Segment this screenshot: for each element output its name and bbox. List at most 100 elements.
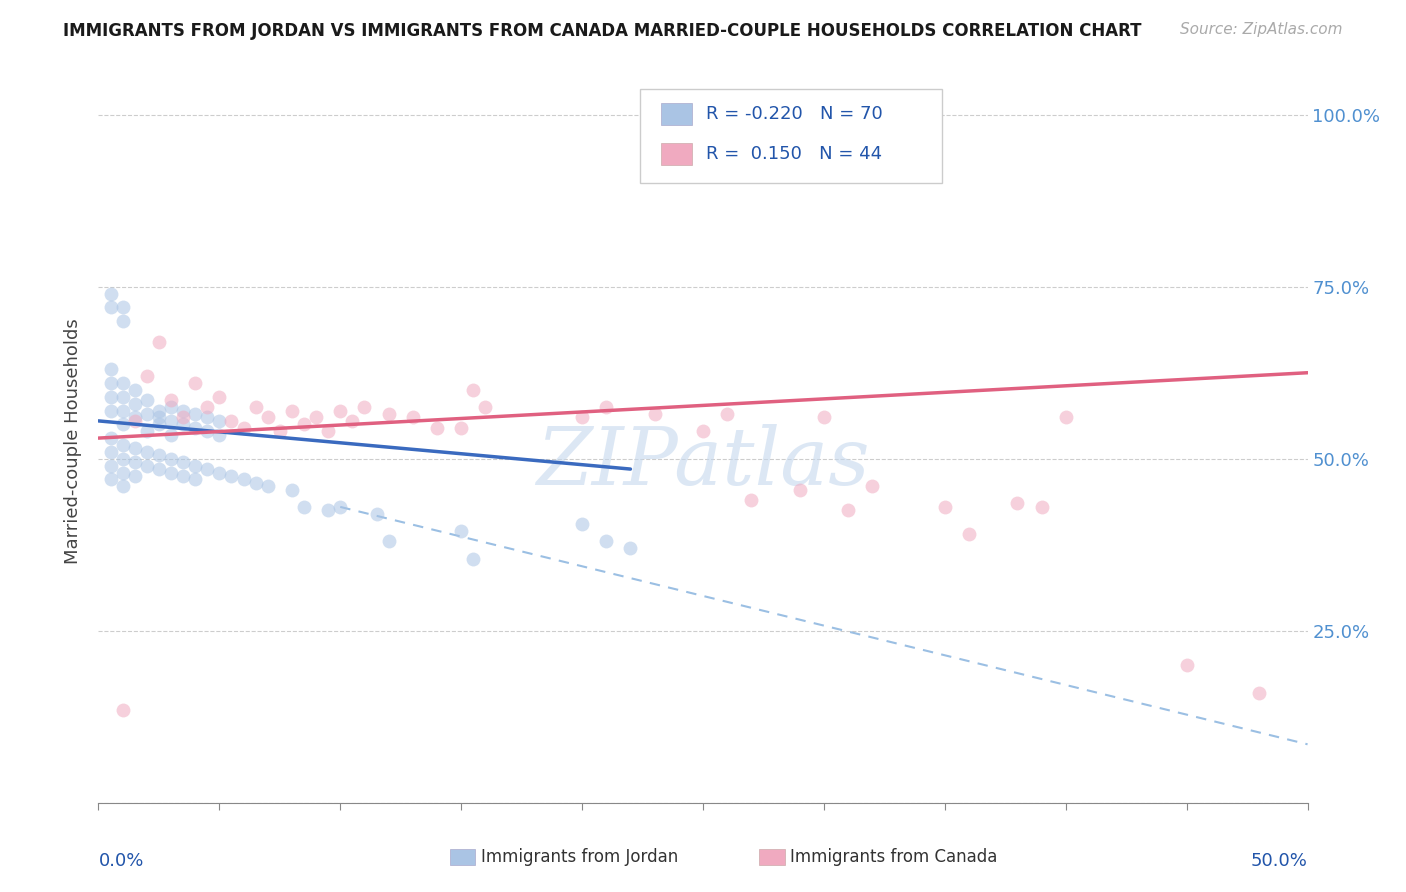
Point [934,500,956,514]
Point [148,462,170,476]
Text: ZIPatlas: ZIPatlas [536,425,870,502]
Point [148,410,170,425]
Point [172,410,194,425]
Point [135,458,157,473]
Point [281,403,304,417]
Point [111,301,134,315]
Point [644,407,666,421]
Point [1031,500,1053,514]
Text: Immigrants from Jordan: Immigrants from Jordan [481,848,678,866]
Point [450,421,472,435]
Point [124,469,146,483]
Point [619,541,641,556]
Point [111,466,134,480]
Point [329,500,352,514]
Point [692,424,714,438]
Point [124,410,146,425]
Point [195,462,218,476]
Point [111,403,134,417]
Point [160,466,183,480]
Point [160,427,183,442]
Point [124,455,146,469]
Point [377,534,399,549]
Point [789,483,811,497]
Point [269,424,291,438]
Point [184,472,207,486]
Point [1249,686,1271,700]
Text: IMMIGRANTS FROM JORDAN VS IMMIGRANTS FROM CANADA MARRIED-COUPLE HOUSEHOLDS CORRE: IMMIGRANTS FROM JORDAN VS IMMIGRANTS FRO… [63,22,1142,40]
Point [184,407,207,421]
Point [100,445,122,459]
Point [837,503,859,517]
Point [426,421,449,435]
Text: 50.0%: 50.0% [1251,852,1308,870]
Point [571,517,593,532]
Point [100,458,122,473]
Point [148,417,170,432]
Point [184,421,207,435]
Point [100,472,122,486]
Point [111,438,134,452]
Point [100,431,122,445]
Point [353,400,375,414]
Point [111,390,134,404]
Point [184,458,207,473]
Text: R =  0.150   N = 44: R = 0.150 N = 44 [706,145,882,163]
Point [366,507,388,521]
Point [111,376,134,390]
Point [463,383,485,397]
Point [860,479,883,493]
Point [208,427,231,442]
Point [256,410,278,425]
Text: Source: ZipAtlas.com: Source: ZipAtlas.com [1180,22,1343,37]
Point [111,451,134,466]
Point [232,472,254,486]
Point [160,451,183,466]
Point [305,410,328,425]
Point [1175,658,1198,673]
Text: R = -0.220   N = 70: R = -0.220 N = 70 [706,104,883,123]
Point [195,424,218,438]
Point [135,393,157,408]
Point [135,407,157,421]
Point [595,400,617,414]
Point [716,407,738,421]
Point [100,362,122,376]
Point [245,475,267,490]
Point [111,314,134,328]
Point [208,414,231,428]
Point [316,424,339,438]
Point [124,442,146,456]
Point [316,503,339,517]
Point [172,455,194,469]
Point [148,448,170,462]
Point [1054,410,1077,425]
Text: 0.0%: 0.0% [98,852,143,870]
Point [135,445,157,459]
Point [740,493,762,508]
Point [124,383,146,397]
Point [221,469,243,483]
Point [100,390,122,404]
Point [292,500,315,514]
Point [160,400,183,414]
Point [135,369,157,384]
Point [1007,496,1029,510]
Point [172,417,194,432]
Point [100,286,122,301]
Point [957,527,980,541]
Point [124,414,146,428]
Point [232,421,254,435]
Point [221,414,243,428]
Point [100,301,122,315]
Point [124,397,146,411]
Point [148,334,170,349]
Point [172,403,194,417]
Point [402,410,425,425]
Point [100,403,122,417]
Point [184,376,207,390]
Point [172,469,194,483]
Point [148,403,170,417]
Point [377,407,399,421]
Point [463,551,485,566]
